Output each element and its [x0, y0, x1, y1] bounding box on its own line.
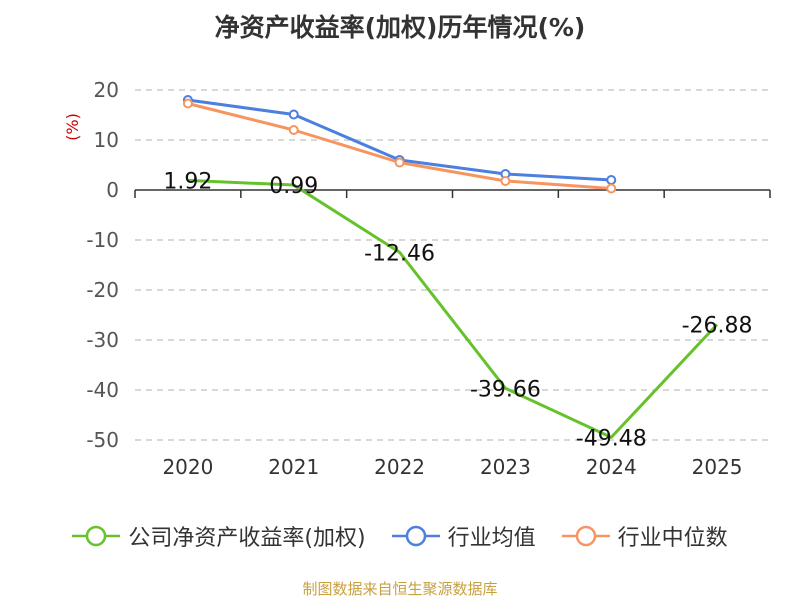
series-marker — [606, 175, 617, 185]
data-label: 1.92 — [163, 169, 212, 194]
data-label: -12.46 — [364, 241, 435, 266]
data-label: -39.66 — [470, 377, 541, 402]
legend-swatch — [391, 525, 440, 547]
source-note: 制图数据来自恒生聚源数据库 — [302, 580, 498, 598]
y-tick-label: -30 — [86, 328, 119, 352]
y-tick-label: -20 — [86, 278, 119, 302]
y-tick-label: -50 — [86, 428, 119, 452]
data-labels: 1.92 0.99 -12.46 -39.66 -49.48 -26.88 — [163, 169, 752, 451]
x-tick-label: 2020 — [162, 455, 213, 479]
y-tick-label: -10 — [86, 228, 119, 252]
data-label: -49.48 — [576, 426, 647, 451]
y-axis-label: (%) — [63, 113, 82, 141]
legend-label: 行业中位数 — [617, 526, 728, 551]
series-line — [187, 178, 719, 439]
data-label: 0.99 — [269, 174, 318, 199]
legend: 公司净资产收益率(加权) 行业均值 行业中位数 — [0, 520, 800, 552]
legend-item[interactable]: 公司净资产收益率(加权) — [72, 520, 366, 552]
grid-lines — [135, 89, 770, 441]
legend-marker — [405, 525, 426, 547]
legend-swatch — [561, 525, 610, 547]
series-lines — [182, 95, 719, 439]
legend-swatch — [72, 525, 121, 547]
legend-item[interactable]: 行业均值 — [391, 520, 536, 552]
y-tick-label: 0 — [106, 178, 119, 202]
y-tick-label: 10 — [94, 128, 119, 152]
y-tick-label: -40 — [86, 378, 119, 402]
series-marker — [606, 183, 617, 194]
legend-label: 公司净资产收益率(加权) — [128, 526, 366, 551]
legend-marker — [86, 525, 107, 547]
legend-label: 行业均值 — [447, 526, 536, 551]
series-marker — [182, 98, 193, 109]
x-tick-label: 2023 — [480, 455, 531, 479]
x-tick-label: 2021 — [268, 455, 319, 479]
x-tick-label: 2025 — [692, 455, 743, 479]
chart-title: 净资产收益率(加权)历年情况(%) — [214, 13, 586, 42]
x-tick-label: 2022 — [374, 455, 425, 479]
series-marker — [288, 109, 299, 120]
series-marker — [394, 157, 405, 168]
series-marker — [500, 176, 511, 186]
legend-item[interactable]: 行业中位数 — [561, 520, 728, 552]
x-tick-label: 2024 — [586, 455, 637, 479]
axes: 20 10 0 -10 -20 -30 -40 -50 (%) 2020 2021 2022 2023 2… — [63, 78, 771, 479]
y-tick-label: 20 — [94, 78, 119, 102]
legend-marker — [575, 525, 596, 547]
series-marker — [288, 125, 299, 135]
data-label: -26.88 — [682, 313, 753, 338]
